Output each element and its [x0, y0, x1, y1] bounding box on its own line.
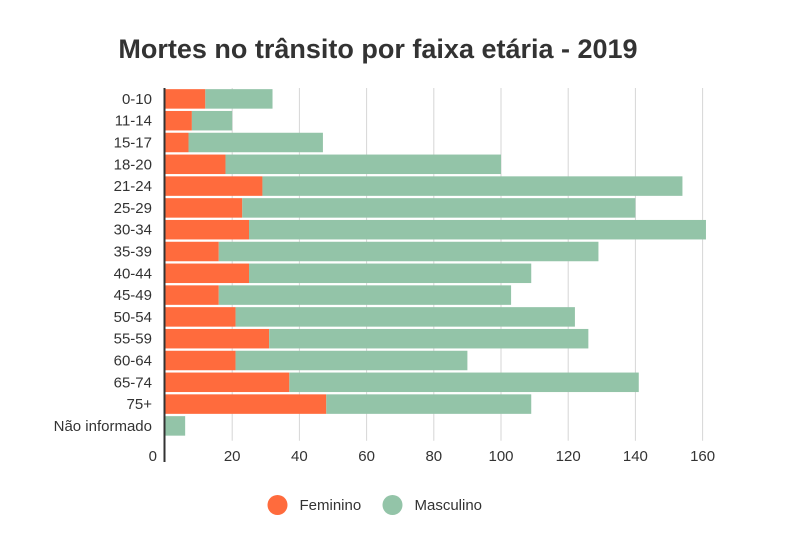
bar-feminino — [165, 198, 243, 218]
category-label: 30-34 — [114, 222, 152, 239]
x-tick-label: 40 — [291, 448, 308, 465]
bar-feminino — [165, 285, 219, 305]
category-label: 50-54 — [114, 309, 152, 326]
category-label: 25-29 — [114, 200, 152, 217]
category-label: 60-64 — [114, 353, 152, 370]
chart-title: Mortes no trânsito por faixa etária - 20… — [118, 34, 637, 64]
category-label: 55-59 — [114, 331, 152, 348]
x-tick-label: 120 — [556, 448, 581, 465]
x-tick-label: 60 — [358, 448, 375, 465]
bar-masculino — [165, 416, 186, 436]
category-label: 75+ — [127, 396, 153, 413]
category-label: 21-24 — [114, 178, 152, 195]
bar-masculino — [218, 285, 512, 305]
bar-feminino — [165, 241, 219, 262]
bar-feminino — [165, 350, 236, 371]
legend-label-feminino: Feminino — [300, 497, 362, 514]
x-tick-label: 100 — [488, 448, 513, 465]
bar-masculino — [262, 176, 683, 196]
bar-masculino — [289, 372, 639, 393]
category-label: 40-44 — [114, 265, 152, 282]
bar-feminino — [165, 307, 236, 327]
bar-masculino — [242, 198, 636, 218]
legend-marker-masculino — [382, 495, 403, 515]
bar-masculino — [249, 263, 532, 284]
bar-masculino — [269, 328, 589, 349]
x-tick-label: 20 — [224, 448, 241, 465]
category-label: 15-17 — [114, 135, 152, 152]
bar-masculino — [326, 394, 532, 414]
category-labels: 0-10 11-14 15-17 18-20 21-24 25-29 30-34 35-39 4… — [54, 91, 153, 435]
bar-feminino — [165, 328, 270, 349]
category-label: 0-10 — [122, 91, 152, 108]
x-tick-label: 80 — [425, 448, 442, 465]
bar-feminino — [165, 89, 206, 109]
bar-masculino — [188, 132, 323, 153]
bar-masculino — [249, 219, 706, 240]
bar-masculino — [235, 307, 575, 327]
legend-label-masculino: Masculino — [415, 497, 483, 514]
category-label: 65-74 — [114, 374, 152, 391]
bar-masculino — [218, 241, 599, 262]
bar-feminino — [165, 394, 327, 414]
legend-marker-feminino — [267, 495, 288, 515]
bar-feminino — [165, 263, 249, 284]
bar-feminino — [165, 110, 192, 131]
bar-masculino — [225, 154, 502, 175]
category-label: Não informado — [54, 418, 152, 435]
bar-feminino — [165, 219, 249, 240]
legend: Feminino Masculino — [267, 495, 483, 515]
bar-feminino — [165, 132, 189, 153]
bars — [165, 89, 706, 436]
x-tick-label: 0 — [149, 448, 157, 465]
bar-masculino — [205, 89, 273, 109]
bar-feminino — [165, 154, 226, 175]
category-label: 18-20 — [114, 156, 152, 173]
category-label: 45-49 — [114, 287, 152, 304]
bar-masculino — [235, 350, 468, 371]
x-tick-label: 140 — [623, 448, 648, 465]
category-label: 11-14 — [115, 113, 152, 130]
x-tick-labels: 0 20 40 60 80 100 120 140 160 — [149, 448, 715, 465]
x-tick-label: 160 — [690, 448, 715, 465]
bar-masculino — [191, 110, 233, 131]
bar-feminino — [165, 372, 290, 393]
category-label: 35-39 — [114, 244, 152, 261]
bar-feminino — [165, 176, 263, 196]
